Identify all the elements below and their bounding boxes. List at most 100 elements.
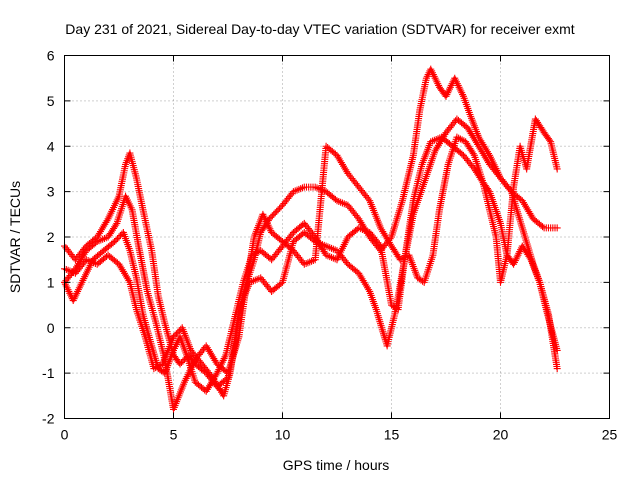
marker-trail: [225, 335, 242, 375]
marker-trail: [73, 244, 89, 262]
data-point: [553, 365, 561, 373]
marker-trail: [486, 190, 504, 225]
marker-trail: [476, 144, 493, 167]
marker-trail: [94, 217, 111, 239]
x-tick-label: 20: [493, 427, 509, 443]
marker-trail: [311, 144, 330, 262]
marker-trail: [128, 208, 142, 248]
marker-trail: [106, 252, 121, 267]
marker-trail: [122, 194, 135, 212]
marker-trail: [345, 262, 361, 276]
marker-trail: [357, 225, 372, 236]
data-point: [553, 346, 561, 354]
marker-trail: [476, 135, 493, 158]
marker-trail: [144, 290, 159, 325]
marker-trail: [148, 249, 162, 298]
data-point: [111, 238, 119, 246]
marker-trail: [291, 248, 307, 267]
marker-trail: [156, 366, 167, 376]
marker-trail: [547, 140, 561, 171]
y-tick-label: -2: [42, 411, 55, 427]
marker-trail: [471, 153, 486, 184]
marker-trail: [105, 194, 122, 221]
marker-trail: [269, 244, 285, 262]
marker-trail: [388, 199, 406, 239]
marker-trail: [62, 266, 78, 285]
marker-trail: [536, 280, 550, 312]
marker-trail: [269, 280, 285, 294]
marker-trail: [116, 262, 133, 285]
marker-trail: [324, 252, 339, 263]
marker-trail: [95, 234, 110, 245]
marker-trail: [153, 321, 168, 361]
marker-trail: [170, 380, 188, 411]
marker-trail: [133, 276, 147, 316]
marker-trail: [398, 252, 411, 263]
marker-trail: [334, 248, 351, 267]
y-tick-label: 1: [47, 274, 55, 290]
marker-trail: [345, 203, 361, 221]
marker-trail: [523, 117, 539, 171]
marker-trail: [454, 116, 470, 131]
marker-trail: [302, 256, 317, 267]
x-tick-label: 10: [275, 427, 291, 443]
grid-lines: [64, 55, 610, 419]
marker-trail: [135, 244, 151, 293]
marker-trail: [528, 258, 543, 284]
marker-trail: [215, 361, 230, 376]
marker-trail: [452, 76, 467, 99]
marker-trail: [72, 248, 89, 271]
marker-trail: [410, 163, 426, 203]
marker-trail: [410, 181, 428, 216]
marker-trail: [439, 134, 455, 149]
marker-trail: [334, 153, 351, 176]
marker-trail: [356, 185, 372, 203]
marker-trail: [139, 208, 155, 252]
y-tick-label: -1: [42, 365, 55, 381]
axis-ticks: [64, 55, 610, 419]
marker-trail: [324, 243, 339, 254]
marker-trail: [445, 135, 460, 166]
marker-trail: [503, 185, 517, 257]
marker-trail: [220, 371, 234, 398]
data-layer: [61, 65, 561, 413]
marker-trail: [455, 134, 468, 145]
marker-trail: [467, 112, 482, 139]
x-tick-label: 15: [384, 427, 400, 443]
marker-trail: [222, 317, 238, 357]
y-axis-label: SDTVAR / TECUs: [7, 181, 23, 293]
marker-trail: [179, 326, 194, 353]
y-tick-label: 6: [47, 48, 55, 64]
marker-trail: [101, 239, 117, 253]
marker-trail: [133, 176, 147, 212]
marker-trail: [366, 289, 380, 312]
marker-trail: [142, 335, 157, 370]
x-tick-label: 5: [170, 427, 178, 443]
marker-trail: [235, 290, 249, 339]
marker-trail: [199, 362, 215, 380]
marker-trail: [177, 335, 190, 357]
marker-trail: [90, 248, 106, 262]
marker-trail: [260, 212, 275, 235]
x-axis-label: GPS time / hours: [283, 457, 390, 473]
marker-trail: [126, 249, 140, 280]
marker-trail: [79, 258, 96, 284]
marker-trail: [242, 235, 258, 293]
marker-trail: [193, 361, 209, 376]
marker-trail: [366, 199, 384, 230]
marker-trail: [115, 163, 129, 198]
marker-trail: [378, 226, 394, 248]
marker-trail: [269, 230, 285, 244]
marker-trail: [399, 153, 417, 203]
marker-trail: [324, 189, 339, 203]
marker-trail: [105, 221, 120, 239]
marker-trail: [389, 244, 403, 262]
marker-trail: [384, 308, 399, 348]
marker-trail: [280, 189, 296, 208]
marker-trail: [406, 253, 421, 280]
marker-trail: [410, 108, 424, 157]
marker-trail: [302, 221, 318, 239]
marker-trail: [70, 280, 85, 303]
marker-trail: [460, 94, 473, 116]
